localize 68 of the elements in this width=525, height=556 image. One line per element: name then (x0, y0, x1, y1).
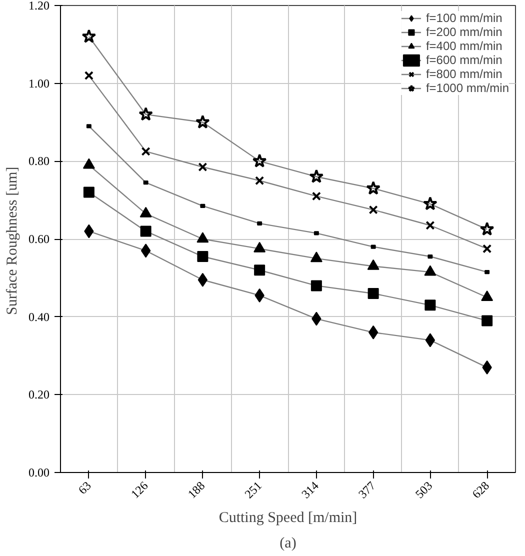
point (141, 146, 150, 156)
point (82, 29, 96, 43)
x-tick-label: 251 (242, 478, 265, 502)
point (424, 265, 436, 276)
point (140, 244, 151, 258)
x-tick-label: 126 (128, 478, 151, 502)
x-axis-title: Cutting Speed [m/min] (218, 510, 358, 526)
x-tick-label: 377 (356, 478, 378, 502)
point (368, 325, 378, 340)
point (481, 290, 494, 302)
point (423, 196, 438, 210)
x-tick-label: 188 (185, 478, 208, 502)
point (424, 300, 436, 311)
point (198, 272, 208, 287)
point (138, 106, 153, 121)
point (254, 264, 266, 276)
point (140, 206, 152, 218)
legend-label: f=100 mm/min (426, 11, 502, 25)
point (86, 124, 92, 128)
point (196, 114, 210, 129)
point (140, 226, 152, 237)
point (197, 251, 208, 262)
point (198, 162, 208, 172)
x-tick-label: 503 (412, 478, 436, 502)
point (482, 244, 492, 254)
point (196, 232, 209, 243)
y-tick-label: 0.00 (28, 466, 50, 480)
point (484, 270, 490, 274)
legend-label: f=1000 mm/min (426, 81, 509, 95)
y-tick-label: 1.20 (28, 0, 50, 12)
y-tick-label: 1.00 (28, 76, 50, 90)
legend-label: f=400 mm/min (426, 39, 502, 53)
point (143, 180, 148, 185)
y-tick-label: 0.60 (28, 232, 50, 246)
y-tick-label: 0.20 (28, 388, 50, 402)
x-tick-label: 628 (469, 478, 492, 502)
point (366, 180, 380, 195)
x-tick-label: 314 (298, 478, 322, 502)
point (310, 280, 322, 292)
legend-label: f=800 mm/min (426, 67, 502, 81)
point (314, 231, 319, 236)
point (257, 221, 262, 226)
point (367, 259, 380, 270)
legend-label: f=200 mm/min (426, 25, 502, 39)
point (426, 220, 435, 230)
point (425, 333, 436, 348)
point (252, 154, 267, 168)
point (428, 254, 433, 259)
y-tick-label: 0.80 (28, 154, 50, 168)
point (83, 186, 94, 198)
point (200, 204, 206, 208)
y-axis-title: Surface Roughness [um] (4, 166, 20, 316)
point (368, 288, 379, 299)
point (480, 222, 494, 236)
point (255, 176, 264, 186)
point (368, 205, 378, 214)
text: (a) (280, 536, 296, 552)
point (254, 242, 266, 252)
point (370, 244, 376, 249)
point (84, 71, 94, 80)
point (309, 169, 324, 183)
x-tick-label: 63 (76, 478, 94, 497)
point (310, 252, 322, 262)
y-tick-label: 0.40 (28, 310, 50, 324)
point (312, 192, 321, 201)
point (482, 315, 493, 326)
point (82, 158, 95, 169)
legend-label: f=600 mm/min (426, 53, 502, 67)
